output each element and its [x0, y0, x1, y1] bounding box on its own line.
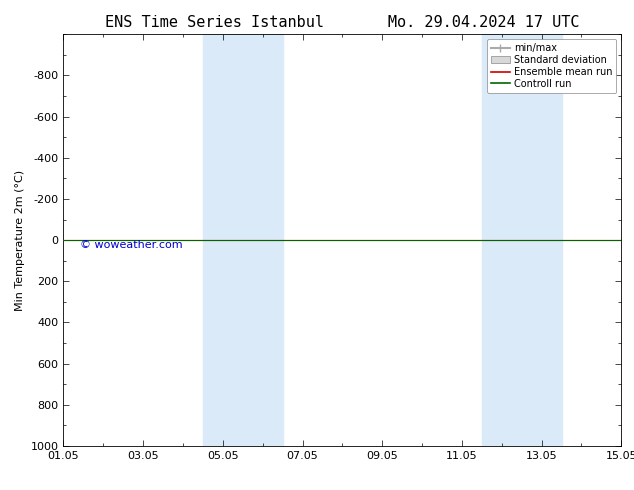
Legend: min/max, Standard deviation, Ensemble mean run, Controll run: min/max, Standard deviation, Ensemble me…: [487, 39, 616, 93]
Bar: [482, 34, 562, 446]
Title: ENS Time Series Istanbul       Mo. 29.04.2024 17 UTC: ENS Time Series Istanbul Mo. 29.04.2024 …: [105, 15, 579, 30]
Text: © woweather.com: © woweather.com: [80, 240, 183, 250]
Bar: [203, 34, 283, 446]
Y-axis label: Min Temperature 2m (°C): Min Temperature 2m (°C): [15, 170, 25, 311]
